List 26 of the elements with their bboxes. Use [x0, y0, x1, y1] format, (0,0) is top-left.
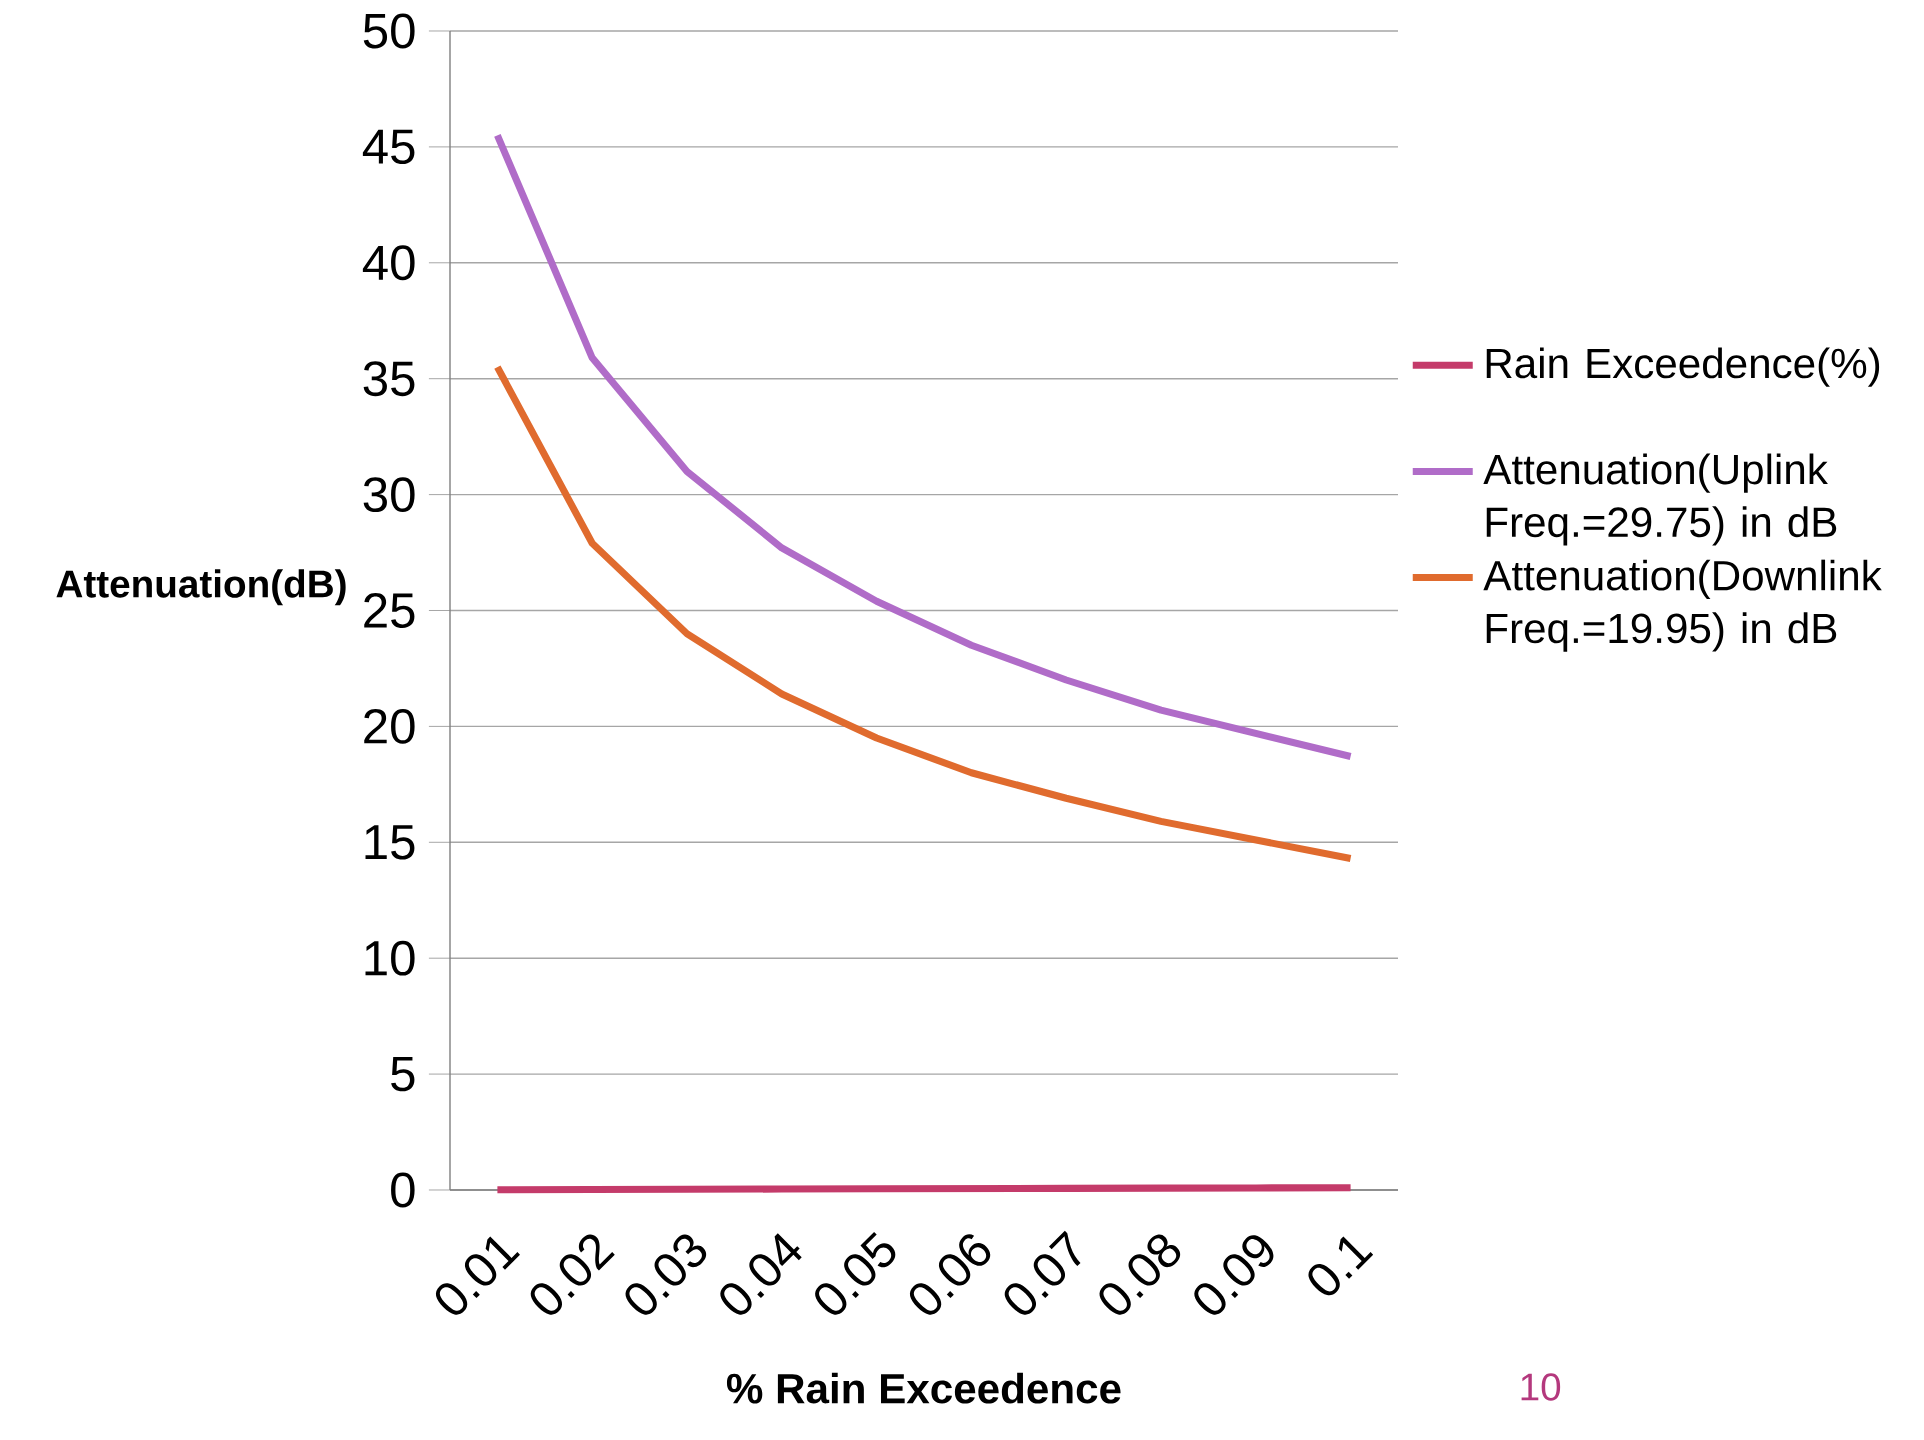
y-tick-label: 50: [363, 13, 415, 49]
x-tick-label: 0.1: [1308, 1236, 1374, 1296]
x-tick-label: 0.01: [435, 1236, 520, 1315]
y-tick-label: 25: [364, 593, 415, 628]
x-tick-label: 0.08: [1099, 1234, 1181, 1315]
legend-label: Attenuation(Uplink Freq.=29.75) in dB: [1483, 453, 1837, 546]
y-tick-label: 45: [362, 129, 415, 165]
y-axis-title: Attenuation(dB): [56, 569, 346, 606]
text: 10: [1521, 1373, 1561, 1401]
y-tick-label: 20: [364, 708, 415, 744]
y-tick-label: 5: [391, 1056, 415, 1092]
x-tick-label: 0.04: [720, 1233, 802, 1315]
legend-label: Attenuation(Downlink Freq.=19.95) in dB: [1483, 559, 1882, 652]
y-tick-label: 40: [362, 245, 415, 281]
x-tick-label: 0.03: [625, 1234, 707, 1315]
x-tick-label: 0.02: [530, 1234, 615, 1315]
x-tick-label: 0.09: [1194, 1235, 1274, 1315]
y-tick-label: 35: [363, 361, 415, 397]
x-axis-title: % Rain Exceedence: [726, 1372, 1121, 1404]
y-tick-label: 15: [365, 825, 415, 860]
legend-label: Rain Exceedence(%): [1486, 347, 1880, 387]
x-tick-label: 0.06: [909, 1234, 991, 1315]
y-tick-label: 30: [363, 477, 415, 513]
y-tick-label: 0: [391, 1172, 415, 1208]
x-tick-label: 0.05: [815, 1231, 896, 1315]
y-tick-label: 10: [365, 940, 415, 976]
